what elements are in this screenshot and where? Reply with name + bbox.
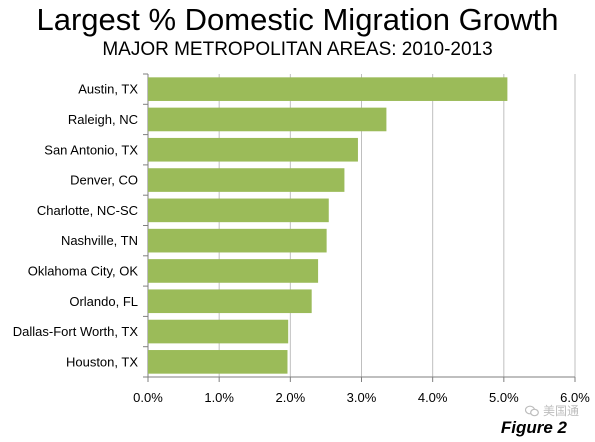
- x-tick-label: 3.0%: [347, 390, 377, 405]
- category-label: Raleigh, NC: [68, 112, 138, 127]
- x-tick-label: 4.0%: [418, 390, 448, 405]
- category-label: Denver, CO: [70, 173, 138, 188]
- figure-label: Figure 2: [500, 418, 567, 437]
- category-label: Charlotte, NC-SC: [37, 203, 138, 218]
- bar: [148, 350, 288, 374]
- x-tick-label: 0.0%: [133, 390, 163, 405]
- category-label: San Antonio, TX: [44, 142, 138, 157]
- watermark: 美国通: [524, 402, 579, 419]
- category-label: Nashville, TN: [61, 233, 138, 248]
- x-tick-label: 6.0%: [560, 390, 590, 405]
- bar: [148, 319, 289, 344]
- chart-title: Largest % Domestic Migration Growth: [36, 2, 559, 37]
- x-tick-label: 1.0%: [204, 390, 234, 405]
- bar: [148, 107, 387, 132]
- bar: [148, 259, 319, 283]
- bar: [148, 228, 327, 253]
- bar: [148, 137, 358, 162]
- x-tick-label: 2.0%: [276, 390, 306, 405]
- bar: [148, 198, 329, 223]
- category-label: Orlando, FL: [69, 294, 138, 309]
- bar: [148, 289, 312, 314]
- chart-subtitle: MAJOR METROPOLITAN AREAS: 2010-2013: [102, 39, 493, 60]
- category-label: Oklahoma City, OK: [28, 263, 139, 278]
- bar: [148, 77, 508, 101]
- watermark-text: 美国通: [542, 404, 579, 418]
- category-label: Austin, TX: [78, 82, 138, 97]
- wechat-icon: [524, 405, 539, 416]
- category-label: Dallas-Fort Worth, TX: [13, 324, 139, 339]
- x-tick-label: 5.0%: [489, 390, 519, 405]
- category-label: Houston, TX: [66, 354, 138, 369]
- bar: [148, 168, 345, 192]
